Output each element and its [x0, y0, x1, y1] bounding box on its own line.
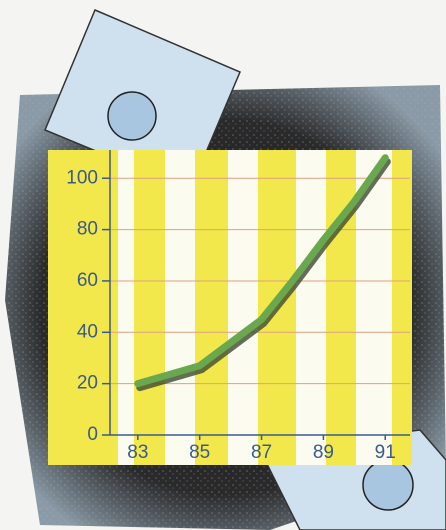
y-tick-label: 100: [66, 167, 98, 188]
card-circle: [362, 459, 414, 511]
x-tick-label: 91: [375, 442, 396, 463]
x-tick-label: 89: [313, 442, 334, 463]
stripe: [118, 150, 134, 465]
y-tick-label: 60: [77, 270, 98, 291]
y-tick-label: 0: [87, 424, 98, 445]
stripe: [228, 150, 258, 465]
y-tick-label: 80: [77, 219, 98, 240]
x-tick-label: 85: [189, 442, 210, 463]
line: [134, 154, 389, 388]
y-tick-label: 40: [77, 321, 98, 342]
y-tick-label: 20: [77, 373, 98, 394]
stripe: [165, 150, 195, 465]
x-tick-label: 87: [251, 442, 272, 463]
card-circle: [107, 91, 157, 141]
line-shadow: [136, 158, 391, 392]
x-tick-label: 83: [127, 442, 148, 463]
stripe: [296, 150, 326, 465]
